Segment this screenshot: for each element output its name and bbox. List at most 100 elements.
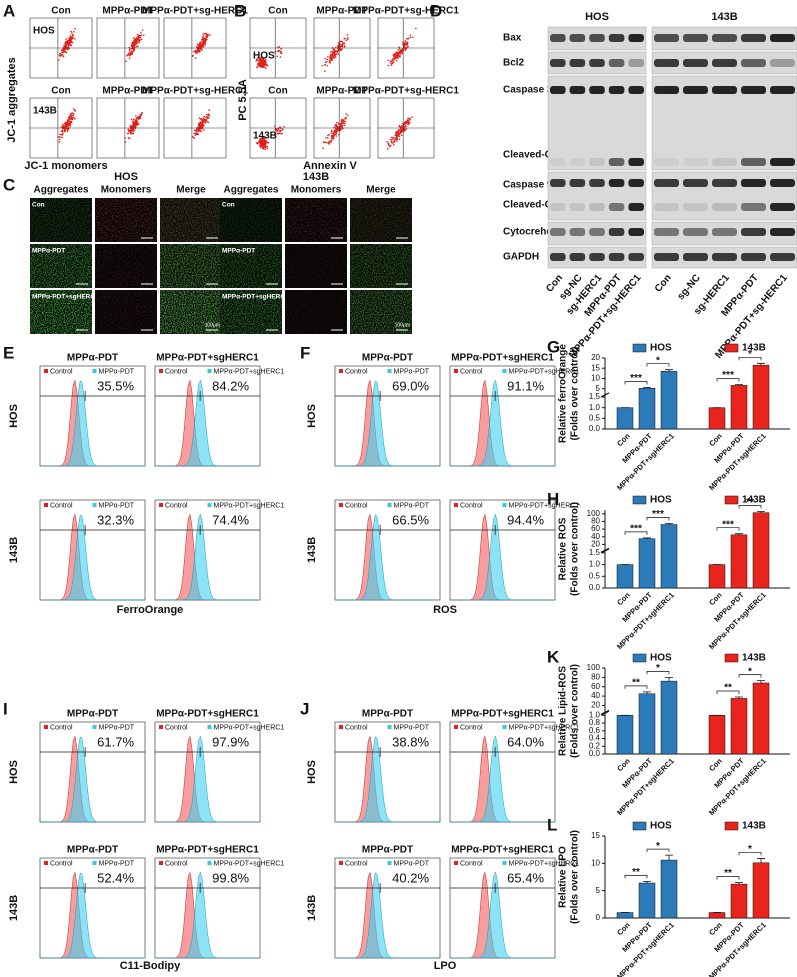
y-tick-label: 5 xyxy=(596,886,601,895)
event-dot xyxy=(70,32,73,34)
event-dot xyxy=(58,138,61,141)
legend-swatch xyxy=(159,503,163,507)
y-axis-label: Relative ROS xyxy=(558,517,569,580)
event-dot xyxy=(277,132,279,135)
bar xyxy=(638,693,656,755)
event-dot xyxy=(198,42,201,44)
event-dot xyxy=(404,123,406,126)
event-dot xyxy=(256,66,258,69)
significance-bracket xyxy=(624,875,648,879)
plot-title: MPPα-PDT xyxy=(102,6,153,17)
event-dot xyxy=(280,129,283,132)
blot-band xyxy=(712,253,737,261)
event-dot xyxy=(409,34,412,37)
event-dot xyxy=(132,50,134,53)
row-label: 143B xyxy=(8,537,20,563)
event-dot xyxy=(336,121,338,124)
event-dot xyxy=(259,137,262,140)
event-dot xyxy=(322,141,325,144)
event-dot xyxy=(405,43,407,45)
legend-swatch xyxy=(724,495,739,505)
event-dot xyxy=(133,126,136,129)
legend-swatch xyxy=(92,503,97,507)
x-axis-label: ROS xyxy=(433,604,457,616)
event-dot xyxy=(396,137,399,139)
y-tick-label: 40 xyxy=(591,532,600,541)
bar xyxy=(660,524,678,589)
event-dot xyxy=(280,50,282,53)
event-dot xyxy=(281,132,283,135)
x-tick-label: Con xyxy=(707,590,724,607)
event-dot xyxy=(330,51,332,53)
blot-band xyxy=(770,158,795,166)
blot-band xyxy=(654,158,679,166)
event-dot xyxy=(134,43,136,45)
y-axis-label: (Folds over control) xyxy=(570,502,581,596)
y-tick-label: 1.0 xyxy=(589,710,601,719)
legend-swatch xyxy=(159,725,163,729)
row-label: 143B xyxy=(8,895,20,921)
legend-swatch xyxy=(207,725,212,729)
blot-band xyxy=(683,203,708,211)
plot-title: MPPα-PDT+sg-HERC1 xyxy=(142,6,248,17)
event-dot xyxy=(68,116,70,119)
event-dot xyxy=(135,122,138,125)
significance-label: *** xyxy=(630,524,642,535)
bar xyxy=(708,715,726,755)
event-dot xyxy=(62,47,65,50)
significance-label: * xyxy=(748,666,752,677)
panel-label: A xyxy=(3,1,15,20)
y-axis-label: (Folds over control) xyxy=(570,830,581,924)
protein-label: Caspase 3 xyxy=(503,85,553,96)
event-dot xyxy=(68,43,70,46)
plot-title: MPPα-PDT xyxy=(362,845,413,856)
event-dot xyxy=(198,125,201,128)
event-dot xyxy=(198,127,200,130)
blot-band xyxy=(550,253,566,261)
event-dot xyxy=(346,114,349,117)
plot-title: MPPα-PDT xyxy=(316,86,367,97)
legend-swatch xyxy=(502,725,507,729)
event-dot xyxy=(72,108,75,110)
y-tick-label: 40 xyxy=(591,691,600,700)
event-dot xyxy=(398,52,401,54)
event-dot xyxy=(262,60,264,63)
plot-title: MPPα-PDT xyxy=(362,353,413,364)
blot-band xyxy=(608,228,625,236)
gate-percentage: 61.7% xyxy=(97,734,134,749)
event-dot xyxy=(326,58,329,61)
event-dot xyxy=(261,62,264,65)
legend-swatch xyxy=(454,725,458,729)
event-dot xyxy=(62,124,65,127)
gate-percentage: 64.0% xyxy=(507,734,544,749)
x-axis-label: JC-1 monomers xyxy=(24,160,107,172)
event-dot xyxy=(138,38,141,41)
x-tick-label: Con xyxy=(615,756,632,773)
event-dot xyxy=(68,40,71,42)
event-dot xyxy=(399,129,401,131)
event-dot xyxy=(128,50,131,52)
legend-label: MPPα-PDT xyxy=(394,368,430,375)
event-dot xyxy=(69,37,72,40)
error-bar xyxy=(735,882,743,885)
bar xyxy=(660,680,678,755)
event-dot xyxy=(130,45,133,47)
significance-label: ** xyxy=(632,678,640,689)
event-dot xyxy=(264,67,267,70)
event-dot xyxy=(343,120,345,123)
x-tick-label: Con xyxy=(707,431,724,448)
event-dot xyxy=(279,52,282,54)
event-dot xyxy=(343,45,346,48)
significance-label: * xyxy=(656,355,660,366)
red-signal xyxy=(350,244,412,288)
event-dot xyxy=(205,119,207,122)
event-dot xyxy=(346,38,349,41)
event-dot xyxy=(265,64,267,66)
event-dot xyxy=(276,55,278,58)
legend-label: MPPα-PDT xyxy=(99,502,135,509)
event-dot xyxy=(203,40,205,42)
event-dot xyxy=(330,132,333,134)
legend-swatch xyxy=(502,503,507,507)
event-dot xyxy=(327,134,329,137)
event-dot xyxy=(326,64,329,67)
